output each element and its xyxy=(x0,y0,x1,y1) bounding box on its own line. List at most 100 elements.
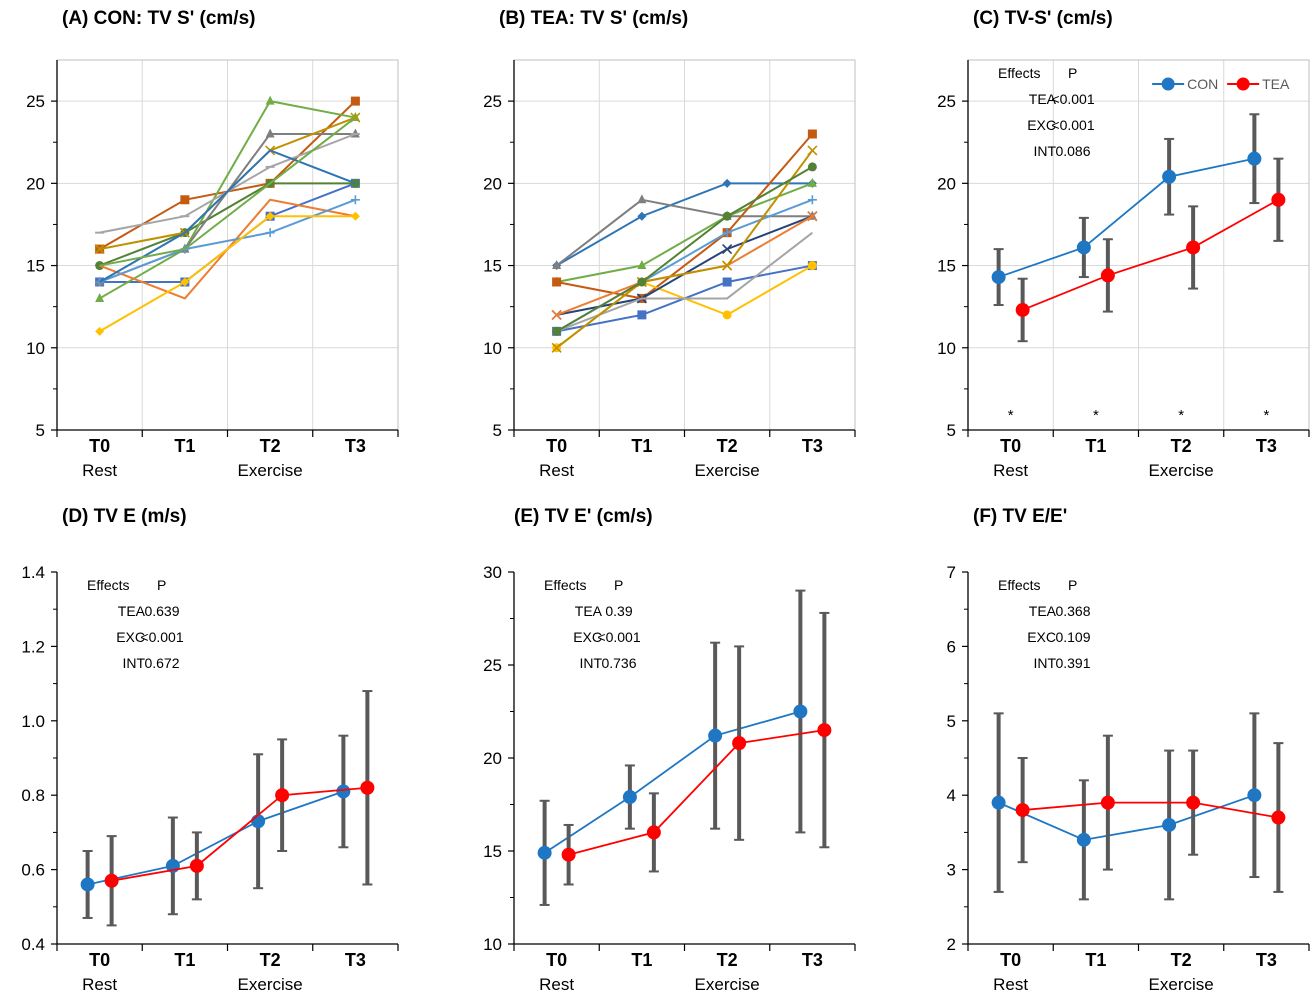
effects-table: Effects P TEA 0.368 EXC 0.109 INT 0.391 xyxy=(998,577,1091,671)
series-line xyxy=(87,790,344,886)
data-point xyxy=(991,270,1006,285)
phase-label: Exercise xyxy=(695,975,760,994)
data-point xyxy=(991,795,1006,810)
chart-title: (E) TV E' (cm/s) xyxy=(514,506,653,527)
data-point xyxy=(1162,169,1177,184)
data-point xyxy=(350,96,360,106)
data-point xyxy=(561,847,576,862)
effect-name: INT xyxy=(1033,655,1056,671)
y-tick-label: 4 xyxy=(947,786,956,805)
data-point xyxy=(551,309,562,320)
chart-title: (C) TV-S' (cm/s) xyxy=(973,8,1113,29)
data-point xyxy=(722,310,732,320)
series-line xyxy=(99,99,356,300)
y-tick-label: 1.4 xyxy=(21,563,45,582)
effect-p-value: 0.109 xyxy=(1055,629,1090,645)
significance-marker: * xyxy=(1178,407,1184,424)
series-line xyxy=(556,166,813,333)
effect-name: EXC xyxy=(573,629,602,645)
phase-label: Rest xyxy=(539,461,574,480)
data-point xyxy=(722,244,733,255)
y-tick-label: 10 xyxy=(937,339,956,358)
chart-plot: 10 15 20 25 30 T0 T1 T2 T3 Rest Exercise Effects P TE… xyxy=(483,563,856,994)
x-tick-label: T1 xyxy=(631,436,652,456)
data-point xyxy=(1015,302,1030,317)
effect-name: TEA xyxy=(1029,603,1057,619)
y-tick-label: 2 xyxy=(947,935,956,954)
chart-title: (B) TEA: TV S' (cm/s) xyxy=(499,8,689,29)
axes: 0.4 0.6 0.8 1.0 1.2 1.4 T0 T1 T2 T3 Rest Exercise xyxy=(21,563,399,994)
series-line xyxy=(568,729,825,856)
series-line xyxy=(556,149,814,349)
data-point xyxy=(552,260,562,270)
effects-header-p: P xyxy=(1068,65,1077,81)
data-point xyxy=(817,723,832,738)
phase-label: Exercise xyxy=(1149,461,1214,480)
y-tick-label: 20 xyxy=(26,174,45,193)
data-point xyxy=(807,145,818,156)
data-point xyxy=(807,211,818,222)
phase-label: Rest xyxy=(539,975,574,994)
data-point xyxy=(1015,803,1030,818)
chart-plot: 5 10 15 20 25 T0 T1 T2 T3 Rest Exercise Effects P TEA… xyxy=(937,59,1310,480)
data-point xyxy=(1271,810,1286,825)
chart-plot: 0.4 0.6 0.8 1.0 1.2 1.4 T0 T1 T2 T3 Rest Exercise Ef… xyxy=(21,563,399,994)
series-group xyxy=(991,113,1286,343)
y-tick-label: 10 xyxy=(483,339,502,358)
effect-p-value: 0.391 xyxy=(1055,655,1090,671)
x-tick-label: T0 xyxy=(1000,950,1021,970)
data-point xyxy=(350,211,360,221)
effect-p-value: 0.39 xyxy=(605,603,632,619)
data-point xyxy=(552,326,562,336)
data-point xyxy=(350,195,360,205)
data-point xyxy=(637,310,647,320)
data-point xyxy=(265,228,275,238)
effect-name: TEA xyxy=(1029,91,1057,107)
effect-p-value: <0.001 xyxy=(597,629,640,645)
data-point xyxy=(732,736,747,751)
data-point xyxy=(637,194,647,204)
x-tick-label: T2 xyxy=(717,950,738,970)
data-point xyxy=(637,277,647,287)
effects-header-p: P xyxy=(1068,577,1077,593)
x-tick-label: T0 xyxy=(89,950,110,970)
x-tick-label: T2 xyxy=(260,436,281,456)
data-point xyxy=(722,211,732,221)
series-group xyxy=(991,712,1286,901)
y-tick-label: 15 xyxy=(26,257,45,276)
data-point xyxy=(807,195,817,205)
data-point xyxy=(1076,240,1091,255)
series-group xyxy=(80,690,375,927)
y-tick-label: 20 xyxy=(483,749,502,768)
legend-swatch-marker xyxy=(1236,77,1250,91)
effect-p-value: 0.639 xyxy=(144,603,179,619)
y-tick-label: 0.8 xyxy=(21,786,45,805)
axes: 5 10 15 20 25 T0 T1 T2 T3 Rest Exercise xyxy=(937,59,1310,480)
x-tick-label: T2 xyxy=(717,436,738,456)
axes: 5 10 15 20 25 T0 T1 T2 T3 Rest Exercise xyxy=(26,59,399,480)
effect-p-value: 0.086 xyxy=(1055,143,1090,159)
data-point xyxy=(551,342,562,353)
chart-title: (F) TV E/E' xyxy=(973,506,1068,527)
effect-name: INT xyxy=(122,655,145,671)
data-point xyxy=(1162,817,1177,832)
y-tick-label: 25 xyxy=(483,656,502,675)
data-point xyxy=(637,211,647,221)
data-point xyxy=(807,177,817,187)
series-line xyxy=(99,116,356,267)
series-line xyxy=(998,157,1255,278)
x-tick-label: T2 xyxy=(260,950,281,970)
y-tick-label: 15 xyxy=(483,842,502,861)
chart-plot: 5 10 15 20 25 T0 T1 T2 T3 Rest Exercise xyxy=(483,59,856,480)
y-tick-label: 10 xyxy=(483,935,502,954)
series-group xyxy=(537,589,832,906)
series-group xyxy=(94,95,361,336)
data-point xyxy=(1271,192,1286,207)
y-tick-label: 5 xyxy=(947,712,956,731)
y-tick-label: 30 xyxy=(483,563,502,582)
series-line xyxy=(1022,198,1279,311)
data-point xyxy=(180,277,190,287)
effects-header: Effects xyxy=(87,577,130,593)
